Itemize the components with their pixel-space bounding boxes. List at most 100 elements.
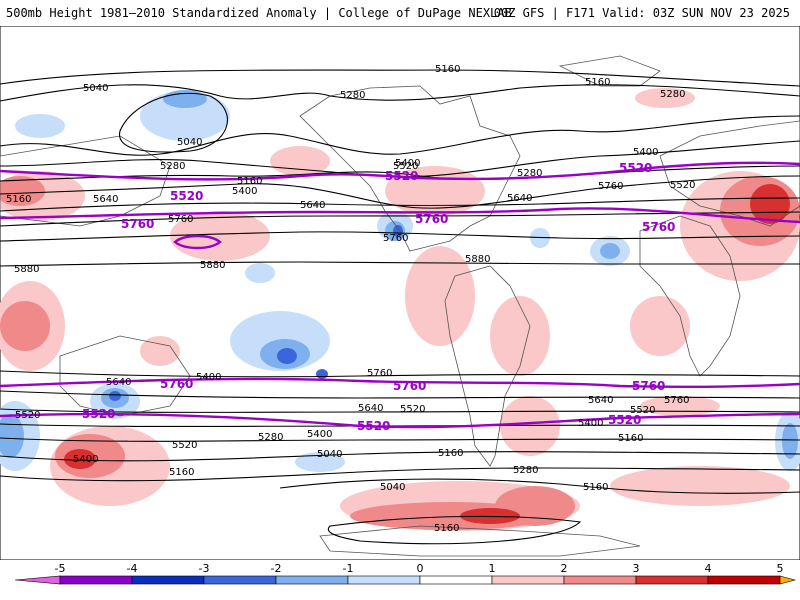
contour-label-5760: 5760 [415, 212, 448, 226]
contour-label: 5160 [6, 194, 31, 205]
contour-label: 5400 [196, 372, 221, 383]
contour-label-5760: 5760 [393, 379, 426, 393]
colorbar-tick-label: 5 [777, 562, 784, 575]
contour-label: 5640 [358, 403, 383, 414]
contour-5880-closed [173, 234, 222, 250]
positive-anomaly [610, 466, 790, 506]
colorbar-cell [347, 575, 421, 585]
colorbar-tick-label: 4 [705, 562, 712, 575]
contour-line [0, 437, 800, 442]
south-america [444, 265, 531, 467]
contour-label: 5640 [507, 193, 532, 204]
contour-label-5520: 5520 [385, 169, 418, 183]
negative-anomaly [140, 91, 230, 141]
contour-label: 5880 [465, 254, 490, 265]
colorbar-tick-label: 3 [633, 562, 640, 575]
contour-label: 5400 [633, 147, 658, 158]
negative-anomaly [109, 391, 121, 401]
contour-label-5520: 5520 [608, 413, 641, 427]
contour-line [0, 175, 800, 209]
contour-line [0, 261, 800, 267]
contour-line [0, 390, 800, 399]
contour-label: 5040 [83, 83, 108, 94]
contour-line [0, 84, 800, 102]
contour-label-5520: 5520 [619, 161, 652, 175]
colorbar-cell [707, 575, 781, 585]
contour-line [0, 467, 800, 482]
colorbar-tick-label: 0 [417, 562, 424, 575]
contour-line [0, 370, 800, 378]
negative-anomaly [393, 225, 403, 237]
positive-anomaly [0, 176, 45, 206]
contour-line [0, 115, 800, 156]
positive-anomaly [635, 88, 695, 108]
contour-label: 5400 [232, 186, 257, 197]
colorbar-tick-label: -3 [199, 562, 210, 575]
contour-label: 5280 [340, 90, 365, 101]
colorbar-cell [779, 575, 797, 585]
contour-label: 5280 [258, 432, 283, 443]
contour-label: 5280 [160, 161, 185, 172]
contour-label: 5520 [670, 180, 695, 191]
contour-line [0, 408, 800, 413]
contour-label: 5280 [513, 465, 538, 476]
contour-label: 5160 [618, 433, 643, 444]
contour-label: 5760 [664, 395, 689, 406]
positive-anomaly [490, 296, 550, 376]
positive-anomaly [64, 449, 96, 469]
colorbar-tick-label: -2 [271, 562, 282, 575]
colorbar-tick-label: 2 [561, 562, 568, 575]
contour-label-5520: 5520 [82, 407, 115, 421]
negative-anomaly [530, 228, 550, 248]
contour-line [0, 211, 800, 227]
australia [59, 335, 191, 417]
color-scale-legend: -5 -4 -3 -2 -1 0 1 2 3 4 5 [14, 562, 797, 585]
contour-label: 5160 [583, 482, 608, 493]
contour-label: 5280 [517, 168, 542, 179]
contour-label-5760: 5760 [121, 217, 154, 231]
contour-label: 5400 [73, 454, 98, 465]
contour-label: 5160 [169, 467, 194, 478]
positive-anomaly [405, 246, 475, 346]
colorbar-tick-label: -1 [343, 562, 354, 575]
contour-label: 5400 [307, 429, 332, 440]
colorbar-cell [563, 575, 637, 585]
colorbar-cell [203, 575, 277, 585]
contour-line [0, 197, 800, 212]
contour-label-5760: 5760 [632, 379, 665, 393]
colorbar-cell [59, 575, 133, 585]
contour-label: 5520 [630, 405, 655, 416]
contour-label: 5880 [14, 264, 39, 275]
contour-label: 5640 [93, 194, 118, 205]
contour-label: 5160 [435, 64, 460, 75]
negative-anomaly [600, 243, 620, 259]
contour-line [0, 69, 800, 87]
contour-label-5520: 5520 [357, 419, 390, 433]
contour-label: 5400 [395, 158, 420, 169]
model-run-info: 00Z GFS | F171 Valid: 03Z SUN NOV 23 202… [493, 6, 790, 20]
contour-label: 5760 [383, 233, 408, 244]
contour-label: 5040 [317, 449, 342, 460]
anomaly-map: 5160 5160 5280 5040 5280 5040 5280 5400 … [0, 26, 800, 560]
contour-label: 5160 [434, 523, 459, 534]
colorbar-cell [491, 575, 565, 585]
contour-label: 5040 [177, 137, 202, 148]
africa [639, 215, 741, 377]
contour-5760-south [0, 377, 800, 389]
contour-line [327, 515, 582, 545]
negative-anomaly [15, 114, 65, 138]
positive-anomaly [630, 296, 690, 356]
contour-label-5760: 5760 [642, 220, 675, 234]
positive-anomaly [140, 336, 180, 366]
negative-anomaly [782, 423, 798, 459]
positive-anomaly [0, 301, 50, 351]
highlight-contour-labels: 5520 5520 5520 5760 5760 5760 5760 5760 … [82, 161, 675, 433]
contour-label: 5160 [585, 77, 610, 88]
colorbar-tick-label: -4 [127, 562, 138, 575]
contour-line [279, 478, 800, 494]
contour-label: 5760 [367, 368, 392, 379]
contour-label: 5640 [588, 395, 613, 406]
contour-label: 5520 [15, 410, 40, 421]
colorbar-cell [14, 575, 61, 585]
highlight-contours [0, 161, 800, 429]
